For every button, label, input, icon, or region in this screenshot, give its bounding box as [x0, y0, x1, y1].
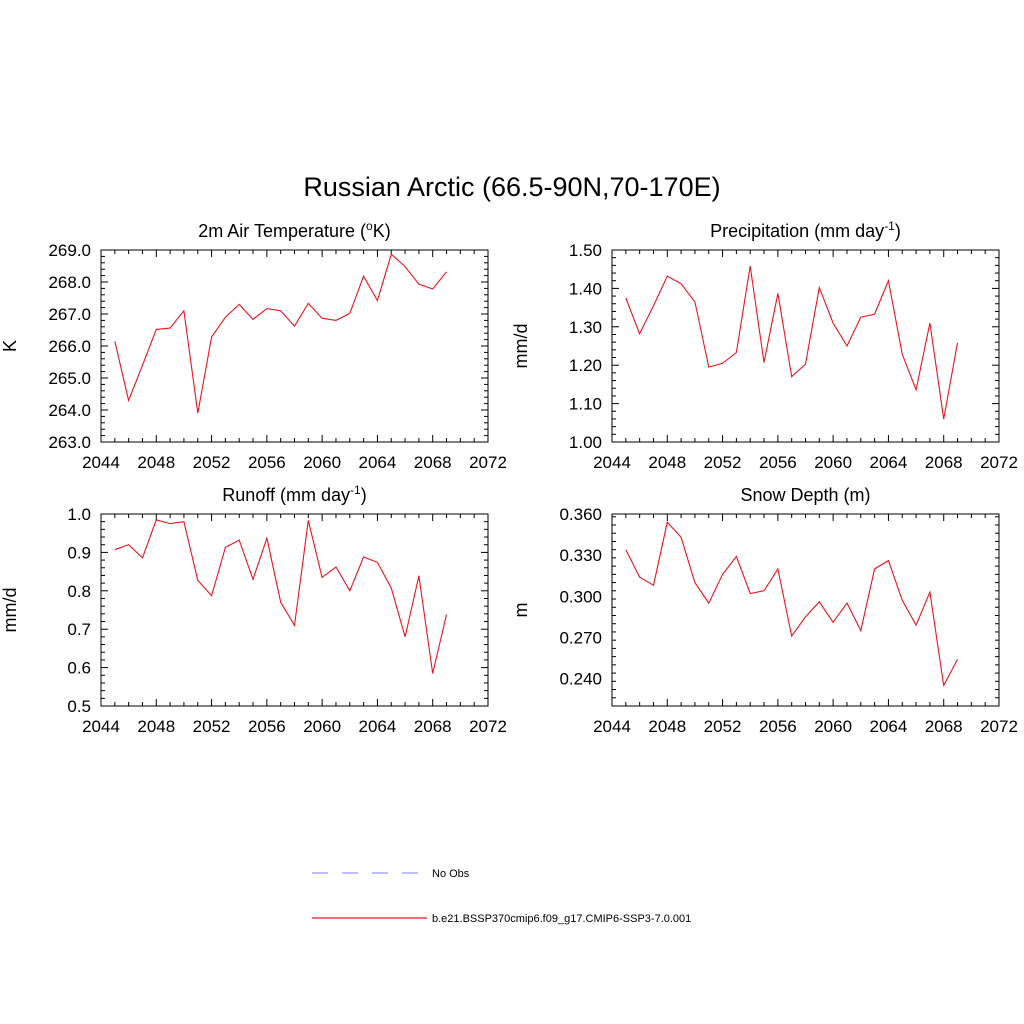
- panels: 2m Air Temperature (oK) K 2044 2048 2052 2056…: [0, 219, 1018, 736]
- chart-panel-4: Snow Depth (m) m 2044 2048 2052 2056 2060 2064 2…: [511, 485, 1018, 736]
- y-tick-label: 0.8: [67, 582, 91, 601]
- y-tick-label: 1.20: [569, 356, 602, 375]
- x-tick-label: 2048: [648, 717, 686, 736]
- y-tick-label: 265.0: [48, 369, 91, 388]
- x-tick-label: 2048: [137, 453, 175, 472]
- x-tick-label: 2072: [469, 717, 507, 736]
- y-tick-label: 0.6: [67, 659, 91, 678]
- x-tick-label: 2064: [359, 717, 397, 736]
- plot-frame: [100, 249, 489, 443]
- x-tick-label: 2060: [303, 717, 341, 736]
- y-tick-label: 0.240: [559, 670, 602, 689]
- x-tick-label: 2044: [593, 717, 631, 736]
- y-tick-label: 263.0: [48, 433, 91, 452]
- chart-panel-1: 2m Air Temperature (oK) K 2044 2048 2052 2056…: [0, 219, 507, 472]
- y-tick-label: 0.9: [67, 543, 91, 562]
- x-tick-label: 2060: [814, 453, 852, 472]
- y-tick-label: 266.0: [48, 337, 91, 356]
- y-tick-label: 1.50: [569, 241, 602, 260]
- plot-frame: [611, 513, 1000, 707]
- x-tick-label: 2056: [759, 717, 797, 736]
- y-tick-label: 0.5: [67, 697, 91, 716]
- x-tick-label: 2072: [469, 453, 507, 472]
- x-tick-label: 2044: [593, 453, 631, 472]
- x-tick-label: 2064: [870, 453, 908, 472]
- x-tick-label: 2052: [193, 453, 231, 472]
- x-tick-label: 2052: [193, 717, 231, 736]
- series-line: [114, 519, 448, 674]
- y-axis-label: mm/d: [0, 588, 20, 633]
- x-tick-label: 2060: [814, 717, 852, 736]
- legend-label: No Obs: [432, 868, 470, 880]
- y-tick-label: 0.330: [559, 546, 602, 565]
- x-tick-label: 2052: [704, 717, 742, 736]
- x-tick-label: 2056: [759, 453, 797, 472]
- y-tick-label: 0.270: [559, 628, 602, 647]
- plot-frame: [611, 249, 1000, 443]
- y-tick-label: 264.0: [48, 401, 91, 420]
- series-line: [625, 521, 958, 688]
- y-axis-label: mm/d: [511, 324, 531, 369]
- y-tick-label: 269.0: [48, 241, 91, 260]
- y-tick-label: 0.300: [559, 587, 602, 606]
- y-axis-label: K: [0, 340, 20, 352]
- y-tick-label: 1.00: [569, 433, 602, 452]
- chart-panel-2: Precipitation (mm day-1) mm/d 2044 2048 2052…: [511, 219, 1018, 472]
- x-tick-label: 2056: [248, 717, 286, 736]
- y-tick-label: 1.10: [569, 395, 602, 414]
- plot-frame: [100, 513, 489, 707]
- legend-item: No Obs: [312, 868, 470, 880]
- x-tick-label: 2072: [980, 453, 1018, 472]
- x-tick-label: 2052: [704, 453, 742, 472]
- series-line: [625, 266, 959, 420]
- x-tick-label: 2068: [414, 717, 452, 736]
- y-tick-label: 1.40: [569, 279, 602, 298]
- x-tick-label: 2068: [925, 453, 963, 472]
- panel-title: 2m Air Temperature (oK): [198, 219, 390, 241]
- y-tick-label: 267.0: [48, 305, 91, 324]
- x-tick-label: 2060: [303, 453, 341, 472]
- y-tick-label: 0.360: [559, 505, 602, 524]
- x-tick-label: 2044: [82, 717, 120, 736]
- x-tick-label: 2048: [648, 453, 686, 472]
- panel-title: Precipitation (mm day-1): [710, 219, 901, 241]
- y-tick-label: 1.0: [67, 505, 91, 524]
- panel-title: Runoff (mm day-1): [222, 483, 366, 505]
- x-tick-label: 2064: [870, 717, 908, 736]
- x-tick-label: 2044: [82, 453, 120, 472]
- panel-title: Snow Depth (m): [740, 485, 870, 505]
- x-tick-label: 2056: [248, 453, 286, 472]
- y-tick-label: 1.30: [569, 318, 602, 337]
- x-tick-label: 2064: [359, 453, 397, 472]
- legend-item: b.e21.BSSP370cmip6.f09_g17.CMIP6-SSP3-7.…: [312, 913, 691, 925]
- chart-panel-3: Runoff (mm day-1) mm/d 2044 2048 2052 2056 206…: [0, 483, 507, 736]
- y-tick-label: 0.7: [67, 620, 91, 639]
- figure-title: Russian Arctic (66.5-90N,70-170E): [303, 172, 720, 202]
- y-tick-label: 268.0: [48, 273, 91, 292]
- legend: No Obs b.e21.BSSP370cmip6.f09_g17.CMIP6-S…: [312, 868, 691, 925]
- x-tick-label: 2048: [137, 717, 175, 736]
- x-tick-label: 2072: [980, 717, 1018, 736]
- x-tick-label: 2068: [925, 717, 963, 736]
- y-axis-label: m: [511, 603, 531, 618]
- legend-label: b.e21.BSSP370cmip6.f09_g17.CMIP6-SSP3-7.…: [432, 913, 691, 925]
- series-line: [114, 253, 447, 414]
- x-tick-label: 2068: [414, 453, 452, 472]
